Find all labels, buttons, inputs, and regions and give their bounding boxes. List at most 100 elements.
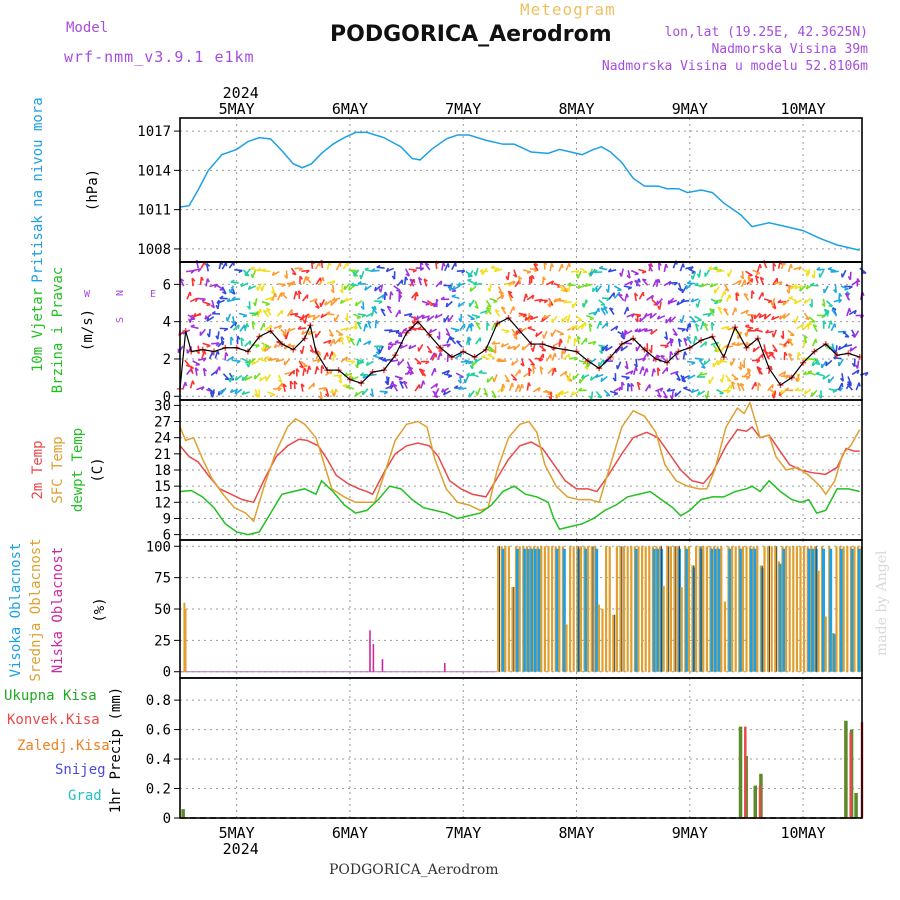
wind-arrow-head [656, 394, 662, 398]
y-tick-label: 6 [163, 528, 171, 544]
wind-arrow-head [805, 317, 810, 321]
cloud-mid-bar [792, 546, 795, 672]
cloud-mid-bar [803, 546, 806, 672]
wind-arrow-head [274, 292, 277, 298]
pressure-line [179, 131, 860, 251]
wind-arrow-head [427, 350, 433, 354]
wind-arrow-head [744, 341, 749, 346]
wind-arrow-head [639, 317, 642, 322]
wind-arrow-head [532, 365, 537, 370]
wind-arrow-head [768, 351, 774, 354]
wind-arrow-head [561, 263, 564, 269]
wind-arrow-head [548, 395, 552, 401]
wind-arrow-head [479, 268, 484, 273]
wind-arrow-head [718, 299, 723, 304]
wind-arrow-head [422, 380, 426, 385]
wind-arrow-head [446, 370, 451, 375]
wind-arrow-head [757, 382, 762, 387]
wind-arrow-head [378, 300, 383, 305]
wind-arrow-head [755, 272, 761, 275]
wind-arrow-head [246, 363, 250, 368]
wind-arrow-head [656, 300, 659, 305]
wind-arrow-head [508, 290, 513, 294]
wind-arrow-head [621, 333, 626, 339]
wind-arrow-head [724, 288, 729, 292]
wind-arrow-head [467, 336, 472, 341]
wind-arrow-head [715, 347, 719, 353]
wind-arrow-head [574, 337, 578, 343]
wind-arrow-head [677, 287, 682, 292]
wind-arrow-head [486, 306, 491, 310]
y-tick-label: 21 [154, 447, 171, 463]
wind-arrow-head [234, 376, 238, 381]
wind-arrow-head [475, 321, 481, 326]
wind-arrow-head [539, 365, 544, 370]
wind-arrow-head [674, 392, 677, 397]
wind-arrow-head [364, 267, 369, 271]
wind-arrow-head [359, 274, 362, 280]
wind-arrow-head [190, 324, 195, 328]
wind-arrow-head [832, 390, 837, 393]
cloud-low-axis-title: Niska Oblacnost [50, 547, 66, 673]
wind-arrow-head [329, 370, 333, 375]
wind-arrow-head [206, 278, 210, 283]
wind-arrow-head [301, 330, 305, 335]
wind-arrow-head [700, 282, 704, 288]
wind-arrow-head [697, 391, 701, 396]
wind-arrow-head [778, 281, 783, 286]
wind-arrow-head [333, 352, 337, 358]
wind-arrow-head [805, 284, 809, 290]
wind-arrow-head [827, 266, 833, 270]
wind-arrow-head [571, 326, 576, 331]
wind-arrow-head [726, 390, 731, 394]
wind-arrow-head [822, 375, 826, 380]
wind-arrow-head [619, 272, 623, 277]
wind-arrow-head [599, 265, 604, 269]
wind-arrow-head [752, 347, 756, 352]
wind-arrow-head [513, 336, 518, 340]
wind-arrow-head [565, 318, 569, 323]
wind-arrow-head [344, 297, 348, 302]
wind-arrow-head [201, 298, 206, 302]
wind-arrow-head [521, 384, 524, 389]
wind-arrow-head [837, 345, 841, 351]
wind-arrow-head [375, 319, 379, 325]
model-elevation-text: Nadmorska Visina u modelu 52.8106m [601, 59, 868, 74]
wind-arrow-head [725, 326, 730, 331]
wind-arrow-head [483, 392, 488, 397]
cloud-mid-bar [774, 546, 777, 672]
cloud-high-bar [534, 548, 537, 672]
wind-arrow-head [468, 323, 472, 329]
wind-arrow-head [754, 327, 759, 331]
cloud-mid-bar [687, 546, 690, 672]
wind-arrow-head [244, 376, 248, 381]
wind-arrow-head [380, 308, 386, 312]
cloud-mid-bar [637, 546, 640, 672]
day-label-bottom: 9MAY [672, 824, 708, 842]
wind-arrow-head [711, 321, 715, 327]
wind-arrow-head [390, 291, 394, 296]
wind-arrow-head [783, 344, 788, 348]
wind-arrow-head [660, 355, 665, 358]
wind-arrow-head [316, 359, 322, 364]
day-label-top: 5MAY [219, 100, 255, 118]
wind-arrow-head [559, 338, 563, 343]
wind-arrow-head [357, 280, 362, 285]
wind-arrow-head [704, 394, 708, 399]
wind-arrow-head [411, 320, 415, 325]
wind-arrow-head [475, 316, 481, 319]
wind-arrow-head [397, 361, 400, 366]
wind-arrow-head [666, 387, 671, 392]
wind-arrow-head [456, 340, 461, 343]
day-label-top: 9MAY [672, 100, 708, 118]
wind-arrow-head [568, 262, 571, 268]
wind-arrow-head [280, 292, 286, 295]
wind-arrow-head [231, 291, 236, 295]
wind-arrow-head [759, 276, 765, 281]
wind-arrow-head [589, 376, 593, 381]
wind-arrow-head [368, 340, 372, 345]
wind-arrow-head [668, 318, 672, 323]
wind-arrow-head [255, 344, 260, 349]
temp2m-axis-title: 2m Temp [30, 440, 46, 499]
wind-arrow-head [650, 330, 653, 335]
